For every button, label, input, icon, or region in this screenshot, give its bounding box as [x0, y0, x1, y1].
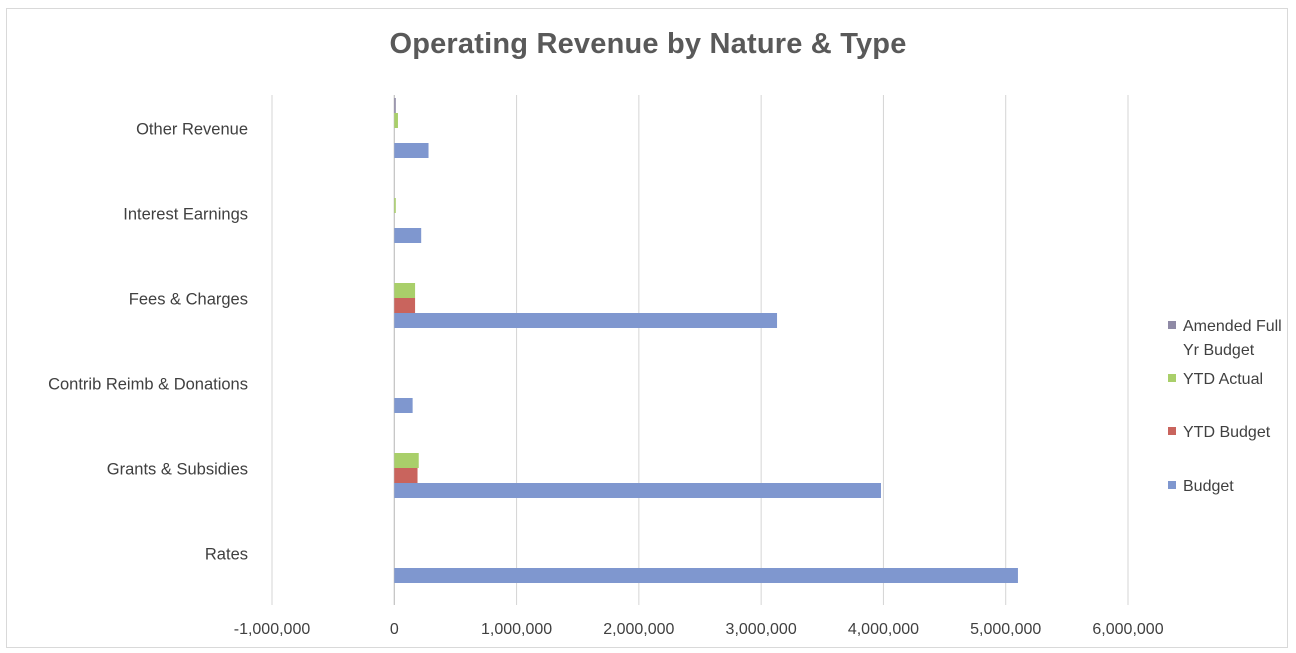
legend-label: Amended Full: [1183, 318, 1282, 335]
category-label: Contrib Reimb & Donations: [48, 376, 248, 394]
x-tick-label: 2,000,000: [603, 621, 674, 638]
bar-ytd-budget: [394, 468, 418, 483]
category-label: Grants & Subsidies: [107, 461, 248, 479]
x-axis-tick-labels: -1,000,000 0 1,000,000 2,000,000 3,000,000 4,…: [234, 621, 1164, 638]
bar-ytd-budget: [394, 298, 416, 313]
x-tick-label: 6,000,000: [1092, 621, 1163, 638]
bar-budget: [394, 568, 1018, 583]
category-labels: Rates Grants & Subsidies Contrib Reimb & D…: [48, 121, 248, 564]
x-tick-label: 4,000,000: [848, 621, 919, 638]
bar-ytd-actual: [394, 113, 398, 128]
x-tick-label: 0: [390, 621, 399, 638]
bar-budget: [394, 313, 778, 328]
x-tick-label: -1,000,000: [234, 621, 311, 638]
bar-ytd-actual: [394, 198, 396, 213]
legend-label: Yr Budget: [1183, 342, 1255, 359]
bar-series: [394, 98, 1018, 583]
legend-swatch: [1168, 321, 1176, 329]
legend: Amended Full Yr Budget YTD Actual YTD Budge…: [1168, 318, 1282, 495]
bar-budget: [394, 483, 881, 498]
bar-amended-full-yr-budget: [394, 98, 396, 113]
category-label: Interest Earnings: [123, 206, 248, 224]
gridlines: [271, 95, 1129, 605]
x-tick-label: 5,000,000: [970, 621, 1041, 638]
bar-ytd-actual: [394, 283, 416, 298]
x-tick-label: 3,000,000: [726, 621, 797, 638]
x-tick-label: 1,000,000: [481, 621, 552, 638]
bar-budget: [394, 143, 429, 158]
bar-budget: [394, 228, 422, 243]
category-label: Fees & Charges: [129, 291, 248, 309]
category-label: Other Revenue: [136, 121, 248, 139]
chart-title: Operating Revenue by Nature & Type: [389, 28, 907, 60]
legend-label: YTD Budget: [1183, 424, 1271, 441]
legend-swatch: [1168, 374, 1176, 382]
legend-label: Budget: [1183, 478, 1234, 495]
bar-budget: [394, 398, 413, 413]
legend-swatch: [1168, 427, 1176, 435]
bar-ytd-actual: [394, 453, 419, 468]
legend-swatch: [1168, 481, 1176, 489]
category-label: Rates: [205, 546, 248, 564]
legend-label: YTD Actual: [1183, 371, 1263, 388]
